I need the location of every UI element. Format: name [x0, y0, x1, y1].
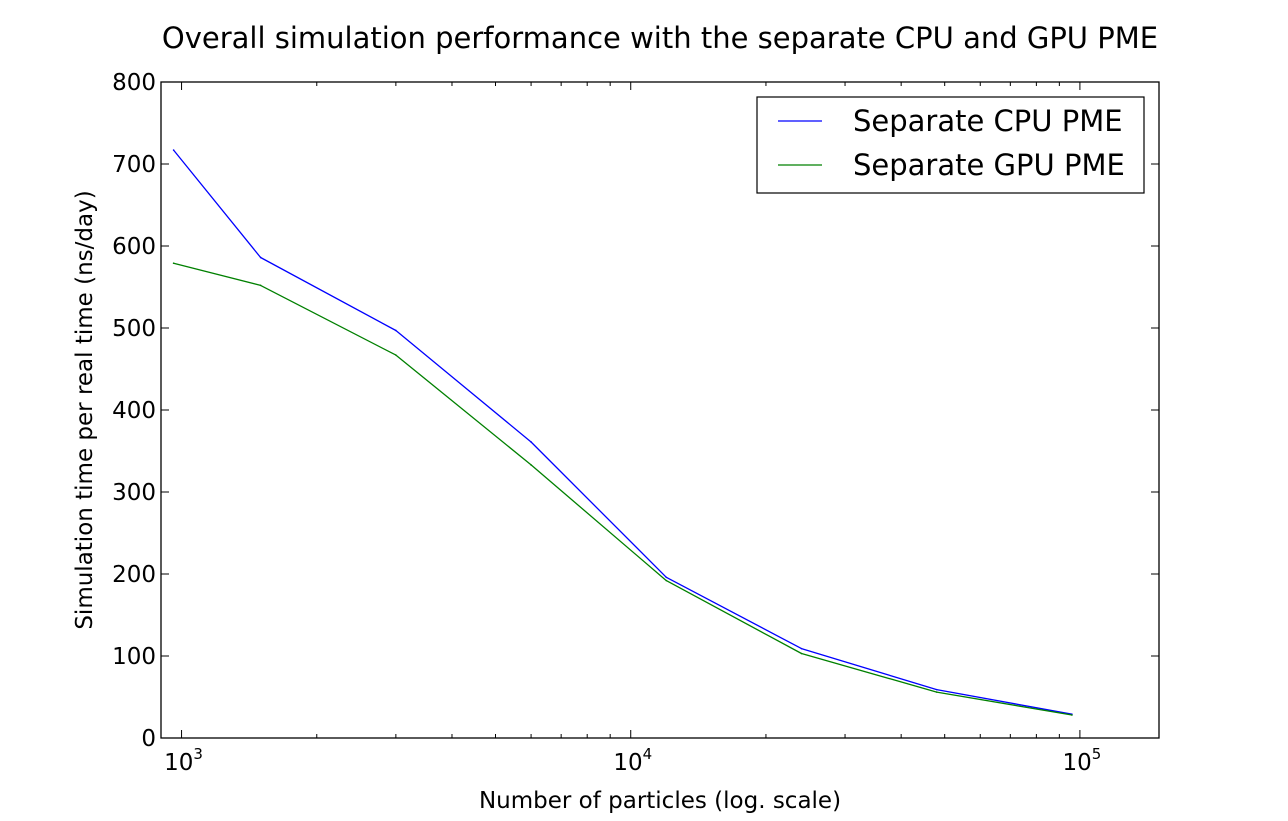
- x-axis-ticks: 103 104 105: [160, 82, 1101, 776]
- y-tick-label: 200: [112, 562, 156, 588]
- data-point: [530, 441, 532, 443]
- y-axis-label: Simulation time per real time (ns/day): [72, 190, 98, 629]
- data-point: [172, 262, 175, 265]
- y-tick-label: 100: [112, 644, 156, 670]
- series-line-2: [173, 262, 1073, 716]
- plot-area: [172, 149, 1073, 716]
- x-tick-label: 104: [613, 745, 652, 776]
- data-point: [259, 256, 262, 259]
- y-tick-label: 700: [112, 152, 156, 178]
- data-point: [530, 464, 532, 466]
- y-tick-label: 500: [112, 316, 156, 342]
- data-point: [935, 688, 938, 691]
- x-axis-label: Number of particles (log. scale): [479, 788, 841, 814]
- chart-title: Overall simulation performance with the …: [162, 21, 1158, 55]
- x-tick-label: 103: [164, 745, 203, 776]
- data-point: [800, 652, 803, 655]
- legend-box: [756, 96, 1145, 194]
- legend: Separate CPU PME Separate GPU PME: [756, 96, 1145, 194]
- data-point: [395, 354, 397, 356]
- series-line-1: [173, 149, 1073, 715]
- y-tick-label: 600: [112, 234, 156, 260]
- data-point: [1071, 714, 1073, 716]
- x-tick-label: 105: [1062, 745, 1101, 776]
- legend-label: Separate GPU PME: [853, 148, 1125, 182]
- y-tick-label: 400: [112, 398, 156, 424]
- y-tick-label: 800: [112, 70, 156, 96]
- legend-label: Separate CPU PME: [853, 104, 1123, 138]
- data-point: [665, 576, 668, 579]
- y-axis-ticks: 0 100 200 300 400 500 600 700 800: [112, 70, 1159, 752]
- data-point: [935, 691, 938, 693]
- data-point: [665, 579, 668, 582]
- data-point: [395, 329, 397, 332]
- data-point: [172, 149, 175, 151]
- plot-frame: [160, 81, 1160, 739]
- data-point: [800, 647, 803, 650]
- y-tick-label: 0: [141, 726, 156, 752]
- data-point: [259, 284, 262, 287]
- y-tick-label: 300: [112, 480, 156, 506]
